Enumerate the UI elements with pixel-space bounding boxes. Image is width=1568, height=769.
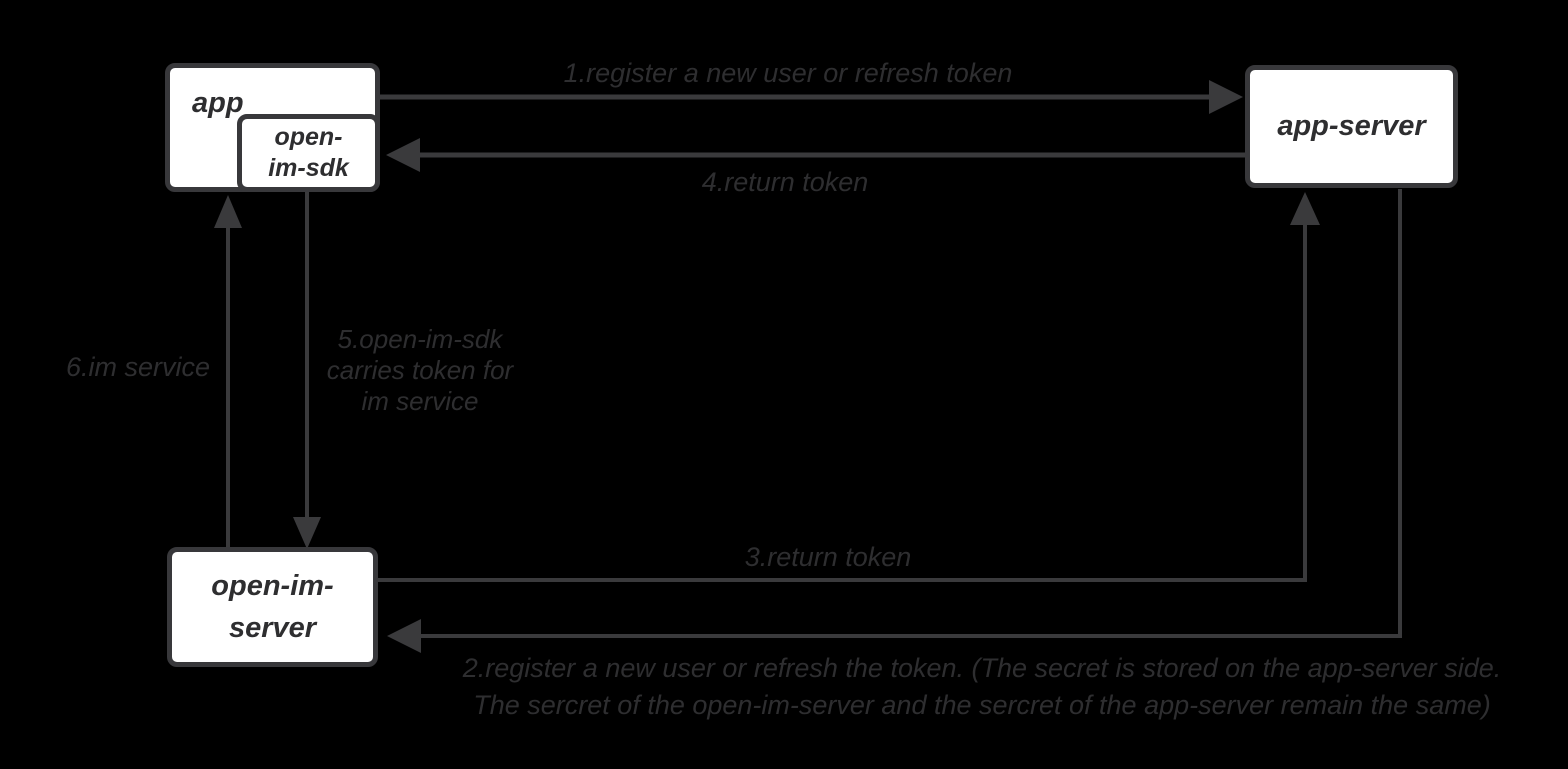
edge-im-service-label: 6.im service [65,352,211,382]
node-open-im-server: open-im-server [167,547,378,667]
edge-sdk-carries-token-label-line2: carries token for [326,355,514,385]
edge-register-im-arrowhead [387,619,421,653]
edge-return-token-to-sdk-arrowhead [386,138,420,172]
edge-register-im-label-line1: 2.register a new user or refresh the tok… [462,653,1502,683]
edge-register-im-label-line2: The sercret of the open-im-server and th… [473,690,1491,720]
node-open-im-sdk: open-im-sdk [237,114,380,192]
edge-return-token-to-sdk-label: 4.return token [701,167,869,197]
edge-return-token-to-app-server-line [378,225,1307,582]
edge-sdk-carries-token-label-line3: im service [361,386,479,416]
edge-register-im-line [421,189,1402,638]
node-app-server-label: app-server [1277,110,1426,143]
edge-sdk-carries-token-label-line1: 5.open-im-sdk [337,324,503,354]
node-app-server: app-server [1245,65,1458,188]
edge-register-label: 1.register a new user or refresh token [563,58,1013,88]
edge-register-arrowhead [1209,80,1243,114]
node-app-label: app [192,87,244,119]
edge-sdk-carries-token-arrowhead [293,517,321,549]
edge-return-token-to-app-server-arrowhead [1290,192,1320,225]
node-open-im-server-label: open-im-server [211,569,334,644]
edge-return-token-to-app-server-label: 3.return token [744,542,912,572]
edge-register-im-label: 2.register a new user or refresh the tok… [463,650,1502,724]
node-open-im-sdk-label: open-im-sdk [268,122,349,182]
edge-im-service-arrowhead [214,195,242,228]
edge-sdk-carries-token-label: 5.open-im-sdk carries token for im servi… [327,324,513,417]
